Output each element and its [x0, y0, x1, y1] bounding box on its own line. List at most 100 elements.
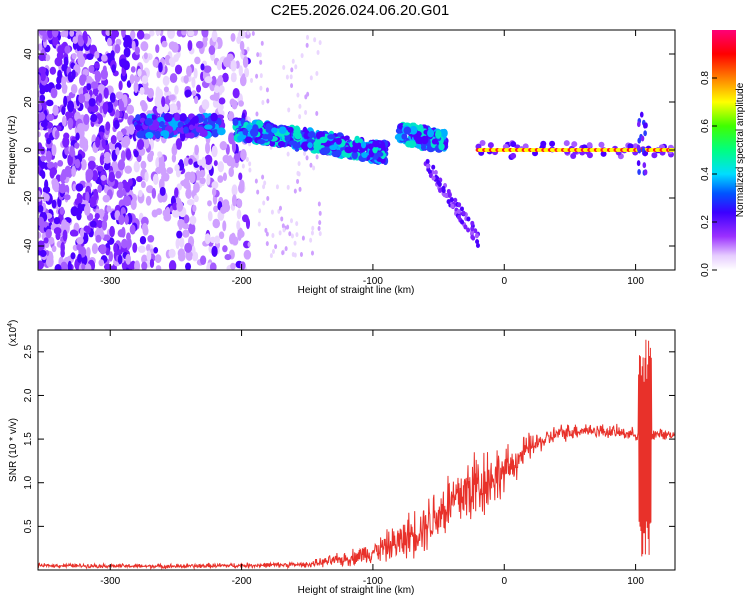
- heatmap-cell: [204, 124, 213, 130]
- heatmap-cell: [194, 95, 199, 105]
- heatmap-cell: [487, 142, 494, 149]
- heatmap-cell: [394, 133, 404, 141]
- heatmap-cell: [181, 30, 187, 36]
- heatmap-cell: [232, 118, 239, 126]
- heatmap-cell: [94, 51, 100, 59]
- heatmap-cell: [83, 113, 90, 126]
- heatmap-cell: [157, 151, 163, 158]
- heatmap-cell: [257, 221, 261, 227]
- y-axis-label: SNR (10 * v/v): [8, 418, 19, 482]
- heatmap-cell: [69, 229, 78, 237]
- heatmap-cell: [242, 73, 246, 79]
- heatmap-cell: [360, 141, 367, 149]
- heatmap-cell: [124, 214, 129, 225]
- heatmap-cell: [293, 252, 297, 258]
- heatmap-cell: [193, 68, 198, 79]
- heatmap-cell: [238, 65, 243, 77]
- heatmap-cell: [474, 233, 479, 239]
- heatmap-cell: [191, 76, 196, 89]
- heatmap-cell: [174, 85, 179, 95]
- heatmap-cell: [108, 142, 114, 150]
- heatmap-cell: [305, 155, 309, 161]
- heatmap-cell: [40, 120, 48, 128]
- heatmap-cell: [312, 141, 321, 150]
- heatmap-cell: [639, 111, 644, 118]
- heatmap-cell: [108, 171, 116, 183]
- heatmap-cell: [259, 59, 263, 65]
- heatmap-cell: [43, 220, 48, 228]
- heatmap-cell: [205, 142, 211, 154]
- heatmap-cell: [295, 232, 299, 238]
- heatmap-cell: [100, 69, 109, 80]
- heatmap-cell: [75, 132, 80, 141]
- y-tick-label: -40: [23, 238, 34, 253]
- heatmap-cell: [194, 56, 201, 65]
- heatmap-cell: [127, 178, 133, 187]
- heatmap-cell: [48, 236, 55, 245]
- heatmap-cell: [335, 149, 342, 156]
- heatmap-cell: [201, 30, 209, 38]
- heatmap-cell: [540, 140, 547, 147]
- heatmap-cell: [278, 205, 282, 211]
- heatmap-cell: [67, 154, 73, 166]
- heatmap-cell: [162, 75, 170, 87]
- y-tick-label: 2.0: [23, 388, 34, 402]
- heatmap-cell: [97, 219, 103, 229]
- heatmap-cell: [211, 30, 218, 43]
- heatmap-cell: [171, 153, 177, 163]
- heatmap-cell: [262, 200, 266, 206]
- heatmap-cell: [76, 236, 84, 245]
- heatmap-cell: [266, 132, 274, 141]
- heatmap-cell: [55, 83, 62, 90]
- heatmap-cell: [192, 204, 197, 213]
- x-tick-label: 100: [627, 276, 644, 287]
- colorbar-ticks: 0.0 0.2 0.4 0.6 0.8: [700, 71, 717, 277]
- heatmap-cell: [71, 52, 77, 60]
- heatmap-cell: [169, 103, 178, 115]
- heatmap-cell: [77, 253, 82, 264]
- heatmap-cell: [447, 192, 452, 198]
- heatmap-cell: [86, 83, 92, 91]
- heatmap-cell: [232, 236, 239, 246]
- heatmap-cell: [207, 211, 213, 222]
- heatmap-cell: [161, 40, 168, 48]
- heatmap-cell: [115, 109, 120, 119]
- heatmap-cell: [182, 214, 190, 224]
- heatmap-cell: [446, 199, 451, 205]
- heatmap-cell: [318, 40, 322, 46]
- heatmap-cell: [427, 128, 435, 138]
- heatmap-cell: [96, 165, 104, 172]
- heatmap-cell: [94, 62, 100, 69]
- heatmap-cell: [211, 75, 217, 86]
- heatmap-cell: [89, 196, 97, 208]
- heatmap-cell: [206, 173, 211, 186]
- heatmap-cell: [291, 58, 295, 64]
- heatmap-cell: [74, 158, 81, 169]
- x-tick-label: -200: [232, 276, 252, 287]
- heatmap-cell: [310, 250, 314, 256]
- heatmap-cell: [45, 99, 54, 107]
- heatmap-cell: [228, 167, 235, 178]
- heatmap-cell: [460, 219, 465, 225]
- heatmap-cell: [327, 134, 336, 140]
- heatmap-cell: [300, 141, 310, 151]
- heatmap-cell: [236, 209, 242, 220]
- heatmap-cell: [187, 40, 193, 51]
- heatmap-cell: [199, 169, 206, 178]
- heatmap-cell: [175, 138, 183, 150]
- heatmap-cell: [146, 244, 151, 252]
- heatmap-cell: [121, 238, 128, 249]
- heatmap-cell: [88, 97, 96, 107]
- heatmap-cell: [194, 144, 199, 156]
- heatmap-cell: [232, 88, 240, 99]
- heatmap-cell: [627, 143, 634, 150]
- heatmap-cell: [149, 258, 155, 269]
- heatmap-cell: [103, 87, 109, 99]
- heatmap-cell: [318, 220, 322, 226]
- heatmap-cell: [177, 121, 183, 129]
- y-tick-label: 1.5: [23, 432, 34, 446]
- heatmap-cell: [188, 251, 193, 258]
- heatmap-cell: [140, 180, 146, 189]
- heatmap-cell: [114, 43, 121, 54]
- x-tick-label: 100: [627, 576, 644, 587]
